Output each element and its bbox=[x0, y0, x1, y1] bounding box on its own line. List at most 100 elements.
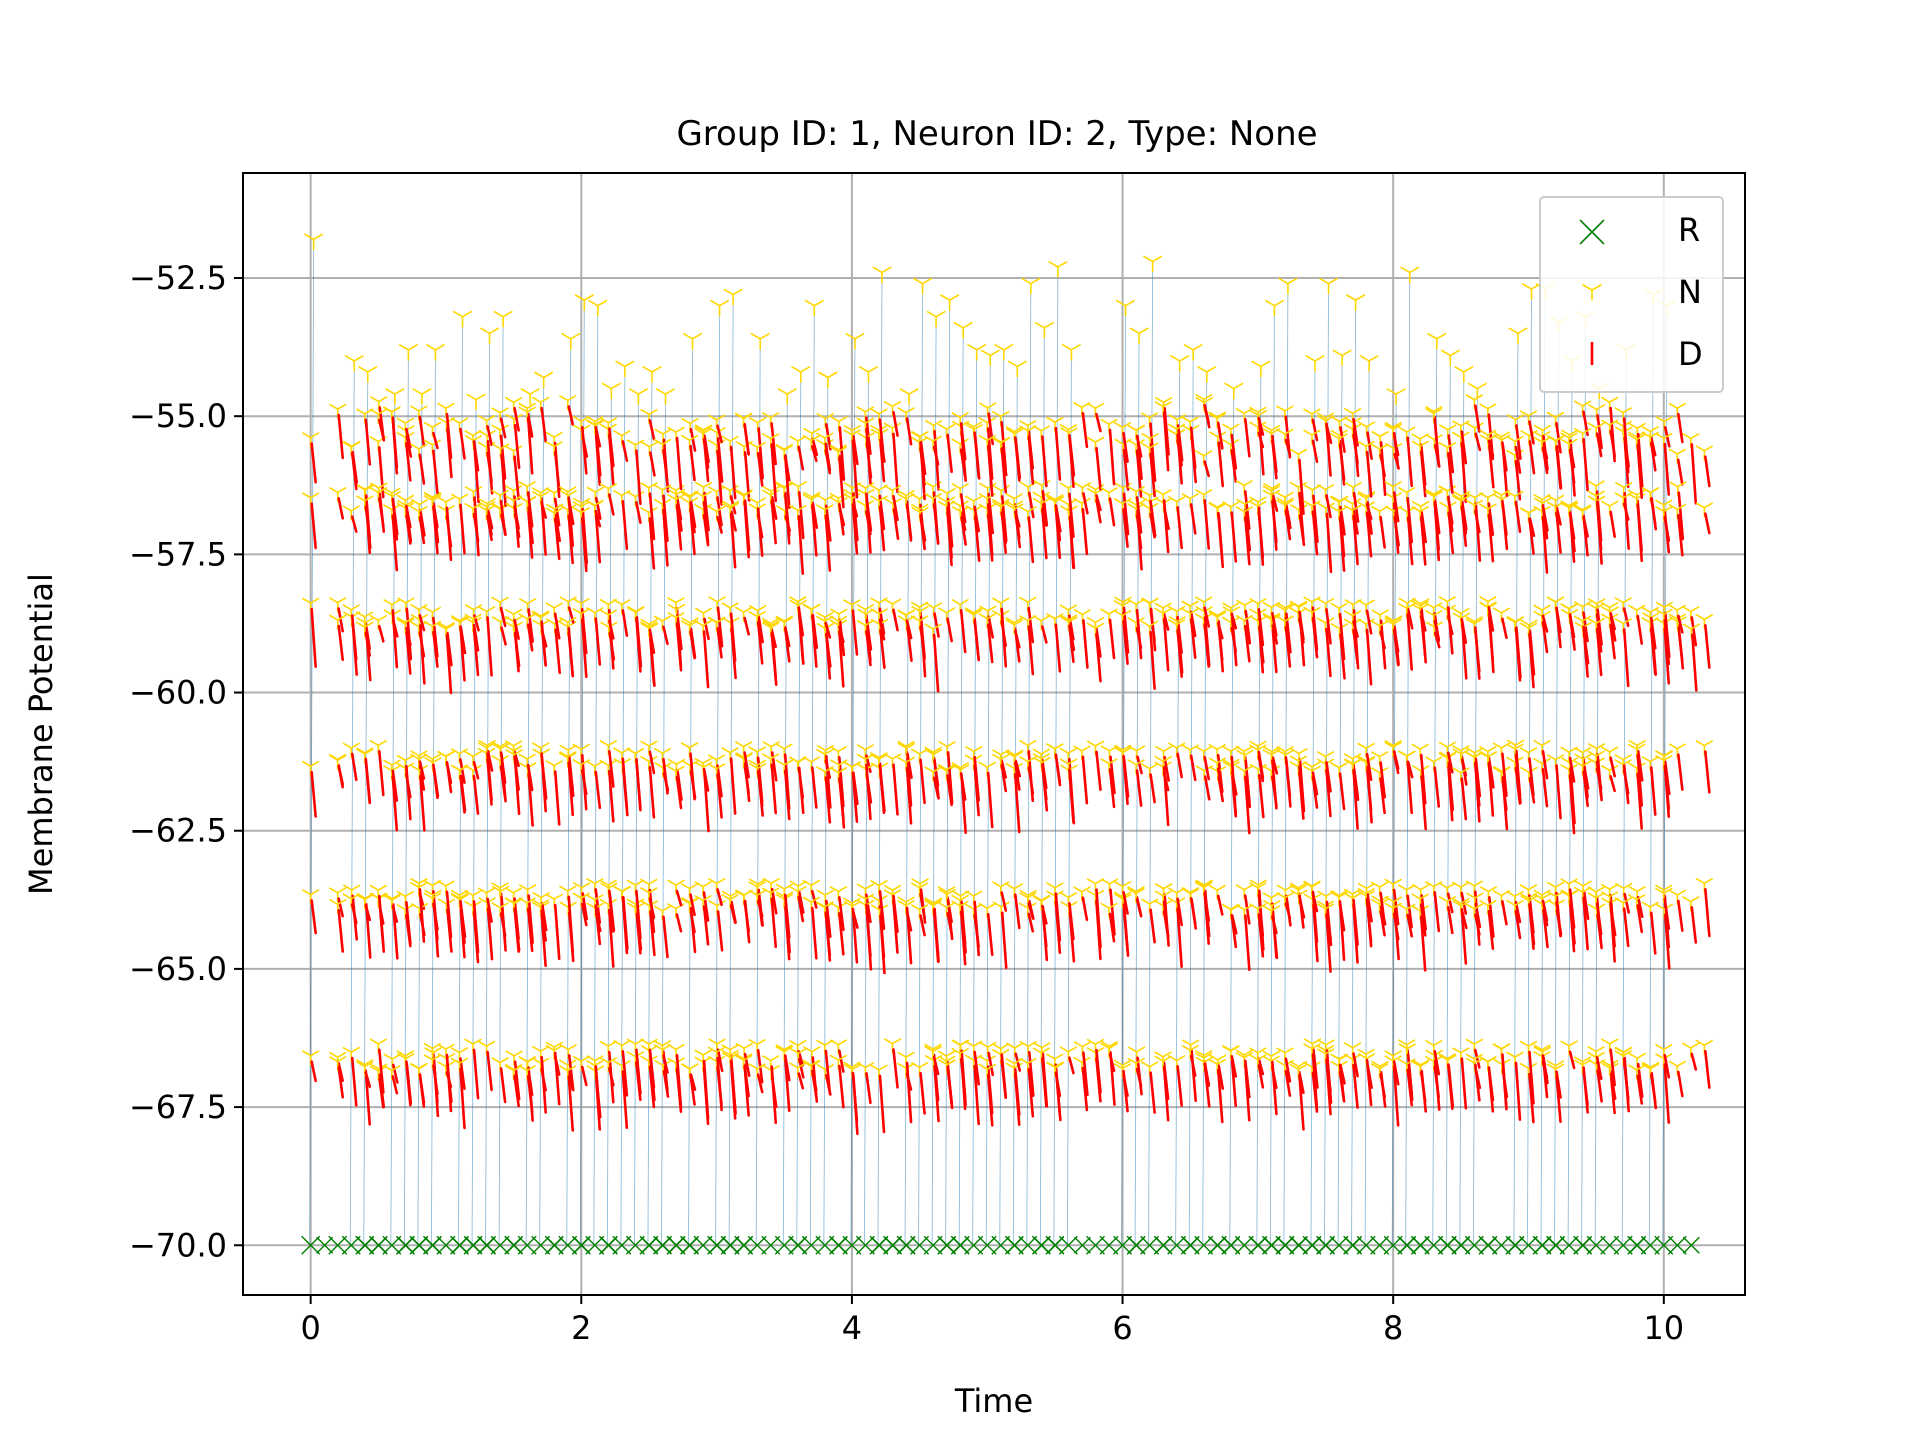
d-marker bbox=[513, 1075, 520, 1108]
d-marker bbox=[594, 496, 602, 520]
d-marker bbox=[662, 1070, 670, 1098]
y-axis-label: Membrane Potential bbox=[22, 573, 60, 895]
d-marker bbox=[527, 894, 534, 944]
d-marker bbox=[756, 899, 764, 918]
d-marker bbox=[648, 750, 656, 775]
d-marker bbox=[851, 439, 859, 499]
n-marker bbox=[383, 1065, 401, 1081]
d-marker bbox=[527, 772, 534, 827]
d-marker bbox=[486, 616, 493, 677]
d-marker bbox=[716, 773, 723, 819]
d-marker bbox=[811, 766, 818, 809]
d-marker bbox=[540, 909, 547, 942]
d-marker bbox=[946, 912, 953, 936]
d-marker bbox=[364, 904, 372, 922]
d-marker bbox=[716, 764, 723, 798]
d-marker bbox=[459, 503, 466, 555]
d-marker bbox=[364, 631, 372, 657]
d-marker bbox=[662, 508, 669, 567]
d-marker bbox=[973, 1064, 980, 1126]
d-marker bbox=[486, 440, 494, 495]
d-marker bbox=[608, 750, 615, 788]
d-marker bbox=[526, 907, 534, 953]
n-marker bbox=[599, 609, 617, 625]
n-marker bbox=[789, 1047, 807, 1064]
d-marker bbox=[526, 1075, 534, 1113]
d-marker bbox=[689, 752, 696, 801]
d-marker bbox=[567, 405, 575, 426]
d-marker bbox=[513, 755, 520, 791]
d-marker bbox=[703, 617, 710, 641]
d-marker bbox=[662, 625, 669, 646]
d-marker bbox=[797, 514, 805, 575]
d-marker bbox=[743, 1064, 750, 1117]
d-marker bbox=[486, 897, 493, 923]
d-marker bbox=[594, 1065, 602, 1118]
d-marker bbox=[635, 616, 642, 673]
d-marker bbox=[608, 619, 615, 640]
d-marker bbox=[838, 1064, 845, 1109]
d-marker bbox=[486, 752, 493, 802]
d-marker bbox=[459, 1067, 466, 1130]
d-marker bbox=[486, 907, 494, 961]
x-axis-label: Time bbox=[954, 1382, 1033, 1420]
d-marker bbox=[350, 1056, 358, 1107]
n-marker bbox=[789, 1062, 807, 1078]
d-marker bbox=[770, 499, 778, 545]
d-marker bbox=[838, 502, 845, 536]
n-marker bbox=[707, 505, 726, 521]
d-marker bbox=[580, 517, 588, 573]
d-marker bbox=[432, 763, 439, 800]
d-marker bbox=[716, 424, 723, 444]
d-marker bbox=[472, 512, 480, 542]
membrane-trace-segment bbox=[309, 239, 315, 1246]
d-marker bbox=[770, 422, 777, 466]
d-marker bbox=[675, 504, 683, 551]
d-marker bbox=[648, 766, 656, 819]
d-marker bbox=[662, 448, 669, 486]
d-marker bbox=[419, 775, 426, 832]
d-marker bbox=[662, 1054, 669, 1074]
d-marker bbox=[580, 1065, 588, 1087]
d-marker bbox=[892, 495, 899, 522]
d-marker bbox=[783, 454, 791, 509]
d-marker bbox=[499, 912, 507, 937]
d-marker bbox=[594, 770, 602, 810]
d-marker bbox=[878, 505, 886, 552]
d-marker bbox=[648, 628, 656, 654]
d-marker bbox=[648, 1048, 656, 1089]
d-marker bbox=[310, 899, 317, 935]
d-marker bbox=[906, 625, 913, 662]
d-marker bbox=[960, 900, 967, 954]
n-marker bbox=[423, 421, 442, 437]
d-marker bbox=[892, 608, 899, 632]
d-marker bbox=[635, 1048, 642, 1095]
d-marker bbox=[378, 497, 385, 528]
d-marker bbox=[621, 895, 629, 955]
d-marker bbox=[350, 515, 358, 533]
n-marker bbox=[924, 435, 942, 451]
d-marker bbox=[513, 1060, 521, 1101]
d-marker bbox=[756, 621, 764, 665]
d-marker bbox=[526, 491, 534, 528]
d-marker bbox=[675, 622, 683, 672]
d-marker bbox=[607, 908, 615, 968]
d-marker bbox=[621, 440, 629, 462]
d-marker bbox=[364, 757, 372, 803]
x-tick-label: 8 bbox=[1383, 1309, 1403, 1347]
d-marker bbox=[770, 763, 778, 815]
d-marker bbox=[337, 497, 345, 520]
d-marker bbox=[703, 491, 710, 532]
membrane-trace-segment bbox=[634, 394, 639, 1246]
d-marker bbox=[378, 894, 385, 947]
y-tick-label: −57.5 bbox=[129, 535, 227, 573]
d-marker bbox=[662, 915, 669, 959]
n-marker bbox=[856, 744, 875, 760]
d-marker bbox=[418, 453, 426, 485]
n-marker bbox=[559, 395, 577, 411]
d-marker bbox=[337, 1066, 345, 1099]
d-marker bbox=[540, 1055, 547, 1114]
d-marker bbox=[608, 427, 615, 468]
membrane-trace-segment bbox=[850, 338, 856, 1246]
membrane-trace-segment bbox=[485, 333, 490, 1246]
